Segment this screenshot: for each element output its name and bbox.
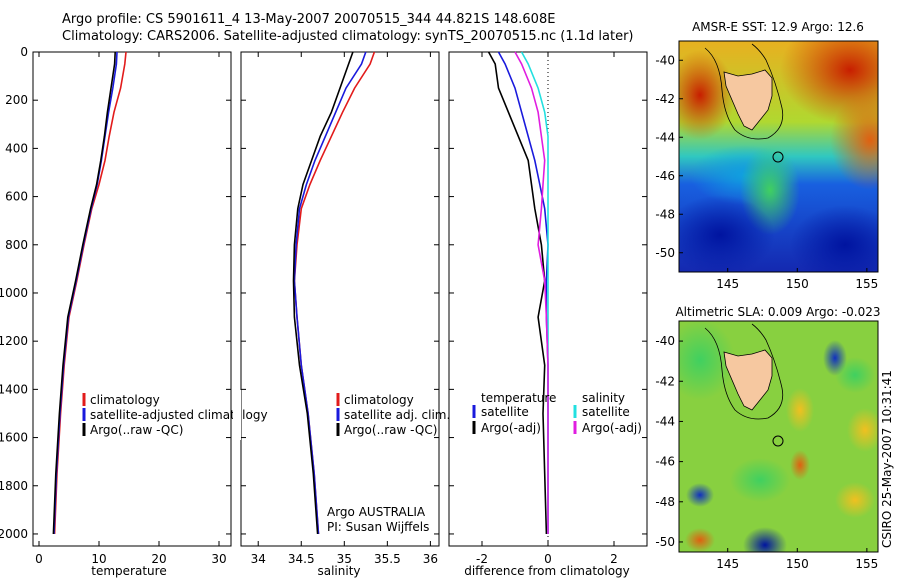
y-tick-label: 0	[20, 45, 28, 59]
x-tick-label: 2	[610, 552, 618, 566]
float-pi-label: PI: Susan Wijffels	[327, 520, 429, 534]
temperature-legend: climatology satellite-adjusted climatolo…	[82, 393, 268, 437]
legend-label-climatology: climatology	[344, 393, 414, 407]
y-tick-label: 1200	[0, 334, 28, 348]
x-tick-label: 35	[337, 552, 352, 566]
sla-map-frame	[678, 320, 879, 553]
temperature-plot-frame	[32, 51, 232, 547]
map-y-tick-label: -44	[655, 414, 675, 428]
difference-xlabel: difference from climatology	[464, 564, 630, 578]
y-tick-label: 400	[5, 141, 28, 155]
x-tick-label: 0	[35, 552, 43, 566]
legend-label-argo: Argo(..raw -QC)	[344, 423, 437, 437]
map-x-tick-label: 145	[716, 557, 739, 571]
timestamp-stamp: CSIRO 25-May-2007 10:31:41	[880, 370, 894, 548]
series-line-argo-raw-qc	[52, 51, 116, 535]
legend-label-climatology: climatology	[90, 393, 160, 407]
map-y-tick-label: -46	[655, 169, 675, 183]
y-tick-label: 2000	[0, 527, 28, 541]
bathymetry-contour	[704, 323, 784, 420]
sla-map: Altimetric SLA: 0.009 Argo: -0.023 145 15…	[655, 305, 880, 571]
bathymetry-contour	[704, 43, 784, 140]
map-y-tick-label: -46	[655, 455, 675, 469]
float-program-label: Argo AUSTRALIA	[327, 505, 426, 519]
x-tick-label: 34.5	[288, 552, 315, 566]
map-y-tick-label: -44	[655, 130, 675, 144]
difference-panel: -2 0 2 difference from climatology	[448, 51, 648, 578]
tasmania-land	[723, 349, 773, 411]
x-tick-label: 36	[423, 552, 438, 566]
tasmania-land	[723, 69, 773, 131]
series-line-temperature-satellite	[497, 51, 549, 534]
series-line-satellite-adjusted-climatology	[53, 51, 118, 535]
y-tick-label: 200	[5, 93, 28, 107]
map-y-tick-label: -50	[655, 246, 675, 260]
y-tick-label: 600	[5, 190, 28, 204]
sst-map: AMSR-E SST: 12.9 Argo: 12.6 145 150 155 -40…	[655, 20, 879, 291]
legend-label-temp-satellite: satellite	[481, 405, 529, 419]
series-line-satellite-adj-clim	[293, 51, 367, 535]
x-tick-label: 30	[211, 552, 226, 566]
salinity-plot-frame	[240, 51, 440, 547]
y-tick-label: 1800	[0, 479, 28, 493]
y-tick-label: 1400	[0, 382, 28, 396]
y-tick-label: 1000	[0, 286, 28, 300]
series-line-salinity-argo-adj	[514, 51, 549, 534]
argo-float-marker	[772, 151, 784, 163]
salinity-panel: 34 34.5 35 35.5 36 salinity	[240, 51, 440, 578]
map-x-tick-label: 155	[855, 557, 878, 571]
x-tick-label: 0	[544, 552, 552, 566]
legend-label-sal-satellite: satellite	[582, 405, 630, 419]
legend-heading-temperature: temperature	[481, 391, 556, 405]
argo-float-marker	[772, 435, 784, 447]
map-y-tick-label: -40	[655, 334, 675, 348]
sst-map-title: AMSR-E SST: 12.9 Argo: 12.6	[692, 20, 864, 34]
map-y-tick-label: -48	[655, 495, 675, 509]
x-tick-label: 35.5	[374, 552, 401, 566]
map-y-tick-label: -42	[655, 92, 675, 106]
temperature-xlabel: temperature	[91, 564, 166, 578]
title-line-1: Argo profile: CS 5901611_4 13-May-2007 2…	[62, 12, 556, 27]
sst-map-frame	[678, 40, 879, 273]
map-x-tick-label: 155	[855, 277, 878, 291]
y-tick-label: 800	[5, 238, 28, 252]
map-x-tick-label: 145	[716, 277, 739, 291]
series-line-argo-raw-qc	[292, 51, 354, 535]
legend-label-argo: Argo(..raw -QC)	[90, 423, 183, 437]
map-x-tick-label: 150	[786, 277, 809, 291]
difference-legend: temperature satellite Argo(-adj) salinit…	[472, 391, 642, 435]
map-y-tick-label: -42	[655, 374, 675, 388]
legend-label-satellite: satellite-adjusted climatology	[90, 408, 268, 422]
series-line-climatology	[53, 51, 127, 535]
x-tick-label: 20	[151, 552, 166, 566]
salinity-legend: climatology satellite adj. clim. Argo(..…	[327, 393, 450, 534]
x-tick-label: 34	[251, 552, 266, 566]
map-x-tick-label: 150	[786, 557, 809, 571]
salinity-xlabel: salinity	[317, 564, 360, 578]
sla-map-title: Altimetric SLA: 0.009 Argo: -0.023	[675, 305, 880, 319]
map-y-tick-label: -40	[655, 53, 675, 67]
y-tick-label: 1600	[0, 431, 28, 445]
map-y-tick-label: -48	[655, 207, 675, 221]
x-tick-label: -2	[476, 552, 488, 566]
map-y-tick-label: -50	[655, 535, 675, 549]
temperature-panel: 0 10 20 30 0 200 400 600 800 1000 1200 1400 1600 1800…	[0, 45, 232, 578]
legend-label-satellite: satellite adj. clim.	[344, 408, 450, 422]
legend-label-temp-argo: Argo(-adj)	[481, 421, 541, 435]
series-line-climatology	[293, 51, 376, 535]
legend-heading-salinity: salinity	[582, 391, 625, 405]
title-line-2: Climatology: CARS2006. Satellite-adjuste…	[62, 29, 634, 44]
x-tick-label: 10	[91, 552, 106, 566]
legend-label-sal-argo: Argo(-adj)	[582, 421, 642, 435]
series-line-temperature-argo-adj	[487, 51, 548, 535]
